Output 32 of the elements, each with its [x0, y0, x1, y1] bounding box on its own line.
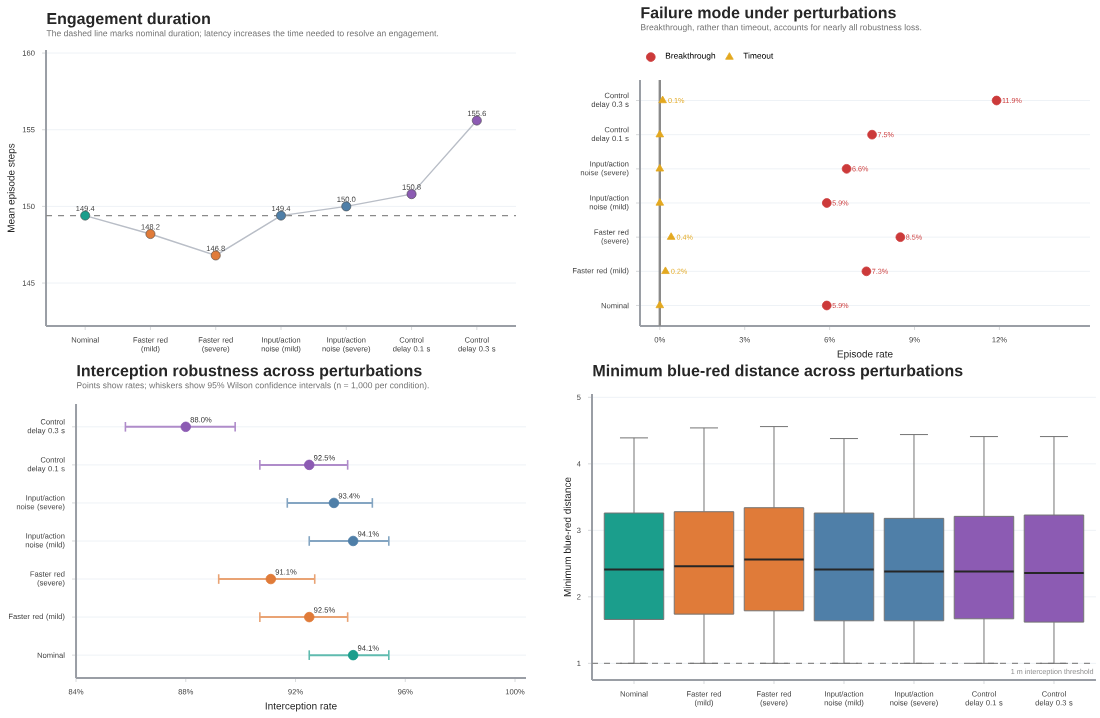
chart-title: Minimum blue-red distance across perturbations [593, 364, 963, 380]
point [210, 250, 221, 261]
point [304, 611, 315, 623]
point [328, 497, 340, 509]
point [867, 129, 877, 140]
chart-title: Interception robustness across perturbations [77, 364, 422, 380]
point [80, 210, 91, 221]
point [341, 201, 352, 212]
point [666, 232, 676, 240]
point [406, 189, 417, 200]
point [655, 198, 665, 206]
point [861, 266, 872, 277]
point [304, 459, 315, 471]
point [841, 164, 852, 174]
point [347, 535, 359, 547]
point [991, 95, 1002, 106]
point [821, 198, 832, 208]
point [347, 649, 359, 661]
point [655, 300, 665, 309]
point [895, 232, 906, 242]
point [471, 115, 482, 126]
chart-title: Engagement duration [47, 12, 210, 28]
point [265, 573, 277, 585]
point [655, 164, 665, 172]
point [658, 95, 667, 104]
point [661, 266, 670, 274]
point [180, 421, 191, 433]
point [655, 129, 665, 138]
point [821, 300, 832, 311]
point [276, 210, 286, 221]
chart-title: Failure mode under perturbations [641, 6, 896, 22]
point [145, 229, 156, 239]
